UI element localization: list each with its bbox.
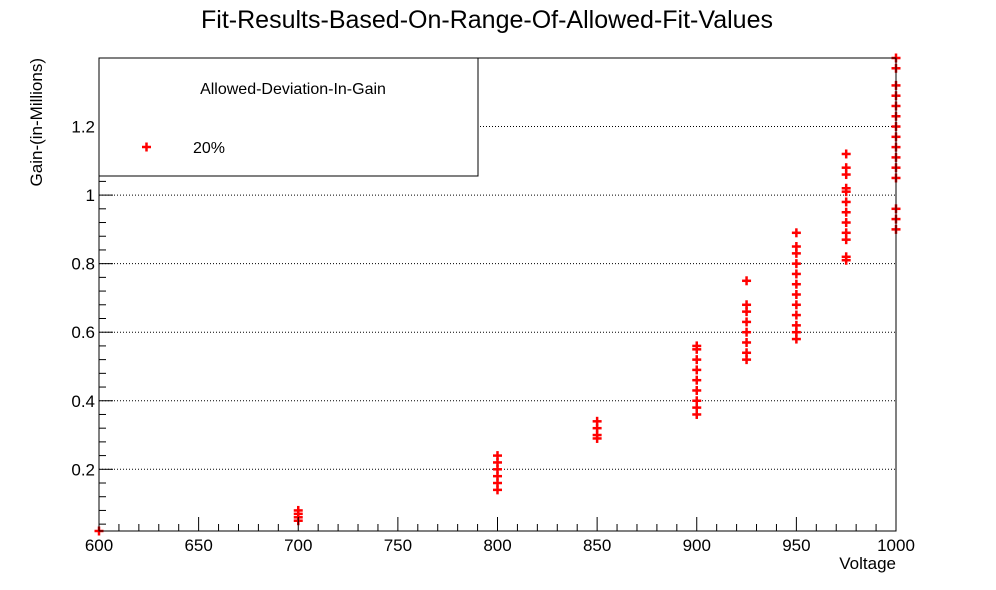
x-tick-label: 600 xyxy=(85,536,113,555)
data-point xyxy=(841,149,851,159)
data-point xyxy=(293,505,303,515)
data-point xyxy=(692,365,702,375)
data-point xyxy=(791,300,801,310)
data-point xyxy=(841,207,851,217)
x-axis-label: Voltage xyxy=(839,554,896,573)
data-point xyxy=(692,375,702,385)
data-point xyxy=(791,242,801,252)
data-point xyxy=(791,259,801,269)
data-point xyxy=(692,341,702,351)
x-tick-label: 800 xyxy=(483,536,511,555)
y-tick-label: 1 xyxy=(86,186,95,205)
data-point xyxy=(841,183,851,193)
data-point xyxy=(742,327,752,337)
data-point xyxy=(841,197,851,207)
legend-box xyxy=(98,57,479,177)
data-point xyxy=(742,348,752,358)
data-point xyxy=(841,252,851,262)
data-point xyxy=(841,228,851,238)
chart-title: Fit-Results-Based-On-Range-Of-Allowed-Fi… xyxy=(201,6,773,34)
y-tick-label: 1.2 xyxy=(71,118,95,137)
data-point xyxy=(742,337,752,347)
x-tick-label: 900 xyxy=(683,536,711,555)
data-point xyxy=(841,218,851,228)
y-tick-label: 0.4 xyxy=(71,392,95,411)
x-tick-label: 850 xyxy=(583,536,611,555)
grid-lines xyxy=(99,126,896,470)
x-tick-label: 700 xyxy=(284,536,312,555)
data-point xyxy=(841,163,851,173)
legend-marker-icon xyxy=(142,142,151,152)
data-point xyxy=(493,451,502,461)
data-point xyxy=(791,228,801,238)
x-tick-label: 750 xyxy=(384,536,412,555)
y-tick-label: 0.2 xyxy=(71,460,95,479)
y-tick-label: 0.8 xyxy=(71,255,95,274)
data-point xyxy=(742,300,752,310)
data-point xyxy=(791,320,801,330)
y-tick-label: 0.6 xyxy=(71,323,95,342)
legend: Allowed-Deviation-In-Gain 20% xyxy=(98,57,479,177)
data-point xyxy=(692,385,702,395)
data-point xyxy=(791,310,801,320)
legend-header: Allowed-Deviation-In-Gain xyxy=(200,81,386,98)
x-tick-label: 950 xyxy=(782,536,810,555)
data-point xyxy=(791,279,801,289)
x-tick-label: 1000 xyxy=(877,536,915,555)
x-tick-label: 650 xyxy=(184,536,212,555)
data-point xyxy=(692,396,702,406)
data-point xyxy=(742,276,752,286)
axis-ticks: 0.2 0.4 0.6 0.8 1 1.2 600 650 700 750 800 850 900 950… xyxy=(71,57,915,555)
data-point xyxy=(791,269,801,279)
legend-entry-label: 20% xyxy=(193,140,225,157)
data-point xyxy=(592,416,602,426)
y-axis-label: Gain-(in-Millions) xyxy=(27,58,46,186)
data-point xyxy=(791,290,801,299)
data-point xyxy=(692,355,702,365)
data-point xyxy=(742,317,752,327)
